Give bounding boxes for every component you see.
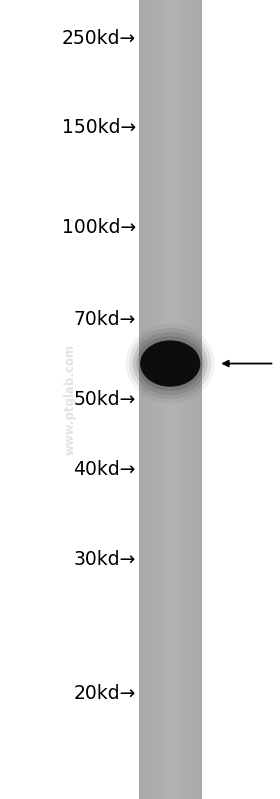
Text: 150kd→: 150kd→ — [62, 118, 136, 137]
Text: 50kd→: 50kd→ — [73, 390, 136, 409]
Text: 40kd→: 40kd→ — [73, 460, 136, 479]
Ellipse shape — [129, 328, 211, 400]
Text: www.ptglab.com: www.ptglab.com — [64, 344, 76, 455]
Ellipse shape — [126, 324, 215, 403]
Text: 70kd→: 70kd→ — [73, 310, 136, 329]
Ellipse shape — [140, 340, 200, 387]
Text: 100kd→: 100kd→ — [62, 218, 136, 237]
Text: 20kd→: 20kd→ — [73, 684, 136, 703]
Text: 250kd→: 250kd→ — [62, 29, 136, 48]
Ellipse shape — [133, 332, 207, 395]
Ellipse shape — [137, 336, 204, 391]
Text: 30kd→: 30kd→ — [73, 550, 136, 569]
